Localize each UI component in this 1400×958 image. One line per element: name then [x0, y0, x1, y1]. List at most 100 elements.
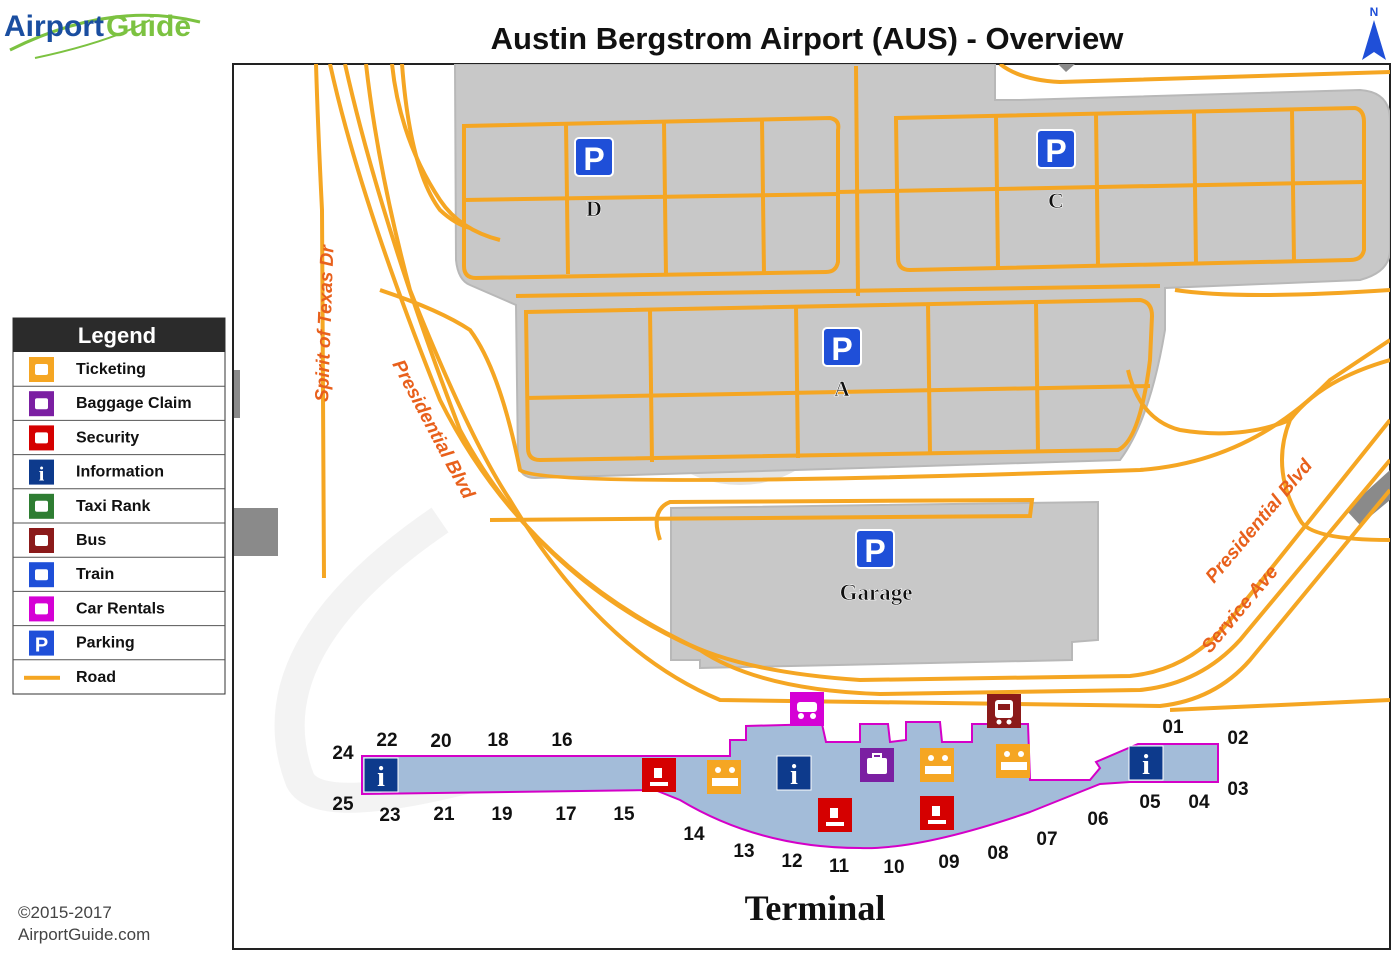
legend-item-ticketing: Ticketing — [29, 357, 146, 382]
svg-text:i: i — [790, 760, 798, 791]
lot-aisles — [462, 65, 1366, 463]
gate-15: 15 — [613, 804, 635, 825]
legend: Legend Ticketing Baggage Claim Security i In… — [12, 317, 226, 695]
legend-item-taxi-rank: Taxi Rank — [13, 488, 225, 519]
legend-item-road: Road — [13, 659, 225, 686]
gate-25: 25 — [332, 794, 354, 815]
parking-garage-label: Garage — [840, 580, 913, 605]
parking-a-marker[interactable]: P A — [822, 327, 862, 401]
gate-17: 17 — [555, 804, 576, 825]
bus-icon[interactable] — [987, 694, 1021, 728]
logo-text-airport: Airport — [4, 10, 104, 43]
legend-item-bus: Bus — [13, 522, 225, 553]
gate-13: 13 — [733, 841, 754, 862]
gate-02: 02 — [1227, 728, 1248, 749]
legend-item-label: Bus — [76, 532, 106, 549]
gate-06: 06 — [1087, 809, 1108, 830]
legend-item-label: Road — [76, 669, 116, 686]
ticketing-icon[interactable] — [707, 760, 741, 794]
car-rental-icon — [29, 596, 54, 622]
information-icon[interactable]: i — [1128, 745, 1164, 781]
ticketing-icon[interactable] — [920, 748, 954, 782]
parking-d-marker[interactable]: P D — [574, 137, 614, 221]
parking-icon: P — [29, 630, 54, 657]
svg-text:i: i — [1142, 750, 1150, 781]
ticketing-icon[interactable] — [996, 744, 1030, 778]
gate-18: 18 — [487, 730, 508, 751]
parking-garage-area — [670, 500, 1099, 670]
gate-21: 21 — [433, 804, 455, 825]
copyright-site: AirportGuide.com — [18, 925, 150, 944]
information-icon[interactable]: i — [776, 755, 812, 791]
security-icon — [29, 425, 54, 451]
parking-a-label: A — [834, 376, 850, 401]
ticketing-icon — [29, 357, 54, 382]
legend-item-label: Ticketing — [76, 361, 146, 378]
gate-05: 05 — [1139, 792, 1161, 813]
svg-text:P: P — [1045, 133, 1066, 169]
gate-04: 04 — [1188, 792, 1210, 813]
legend-item-train: Train — [13, 556, 225, 588]
information-icon: i — [29, 459, 54, 486]
road-line-icon — [24, 675, 60, 680]
taxi-icon — [29, 493, 54, 519]
legend-title: Legend — [78, 323, 156, 348]
train-icon — [29, 562, 54, 588]
gate-11: 11 — [829, 856, 850, 877]
legend-item-label: Train — [76, 566, 114, 583]
bus-icon — [29, 528, 54, 553]
legend-item-information: i Information — [13, 454, 225, 486]
roads — [314, 64, 1390, 730]
parking-c-label: C — [1048, 188, 1064, 213]
gate-12: 12 — [781, 851, 802, 872]
gate-01: 01 — [1162, 717, 1184, 738]
legend-item-label: Information — [76, 464, 164, 481]
north-arrow-icon: N — [1362, 5, 1386, 60]
gate-20: 20 — [430, 731, 451, 752]
gate-23: 23 — [379, 805, 400, 826]
gate-16: 16 — [551, 730, 572, 751]
gate-14: 14 — [683, 824, 705, 845]
gate-24: 24 — [332, 743, 354, 764]
gate-19: 19 — [491, 804, 512, 825]
svg-text:i: i — [39, 464, 45, 486]
gate-03: 03 — [1227, 779, 1248, 800]
legend-item-baggage-claim: Baggage Claim — [13, 385, 225, 417]
legend-item-security: Security — [13, 419, 225, 451]
security-icon[interactable] — [920, 796, 954, 830]
legend-item-label: Taxi Rank — [76, 498, 151, 515]
parking-garage-marker[interactable]: P Garage — [839, 529, 913, 605]
gate-22: 22 — [376, 730, 397, 751]
terminal-label: Terminal — [745, 888, 886, 928]
information-icon[interactable]: i — [363, 757, 399, 793]
svg-text:N: N — [1370, 5, 1379, 19]
gate-labels: 01 02 03 04 05 06 07 08 09 10 11 12 13 1… — [332, 717, 1248, 878]
gate-10: 10 — [883, 857, 904, 878]
edge-block — [234, 508, 278, 556]
baggage-claim-icon — [29, 391, 54, 417]
parking-d-label: D — [586, 196, 602, 221]
security-icon[interactable] — [818, 798, 852, 832]
page-title: Austin Bergstrom Airport (AUS) - Overvie… — [491, 21, 1125, 56]
airportguide-logo[interactable]: Airport Guide — [4, 10, 201, 59]
legend-item-label: Baggage Claim — [76, 395, 192, 412]
legend-item-label: Car Rentals — [76, 600, 165, 617]
gate-07: 07 — [1036, 829, 1057, 850]
baggage-claim-icon[interactable] — [860, 748, 894, 782]
legend-item-parking: P Parking — [13, 625, 225, 657]
svg-text:P: P — [583, 141, 604, 177]
logo-text-guide: Guide — [106, 10, 191, 43]
parking-c-marker[interactable]: P C — [1036, 129, 1076, 213]
edge-block — [234, 370, 240, 418]
security-icon[interactable] — [642, 758, 676, 792]
svg-text:P: P — [831, 331, 852, 367]
gate-08: 08 — [987, 843, 1008, 864]
legend-item-car-rentals: Car Rentals — [13, 590, 225, 622]
svg-text:i: i — [377, 762, 385, 793]
edge-block — [1346, 470, 1390, 525]
car-rental-icon[interactable] — [790, 692, 824, 726]
svg-text:P: P — [864, 533, 885, 569]
legend-item-label: Security — [76, 429, 139, 446]
copyright-years: ©2015-2017 — [18, 903, 112, 922]
